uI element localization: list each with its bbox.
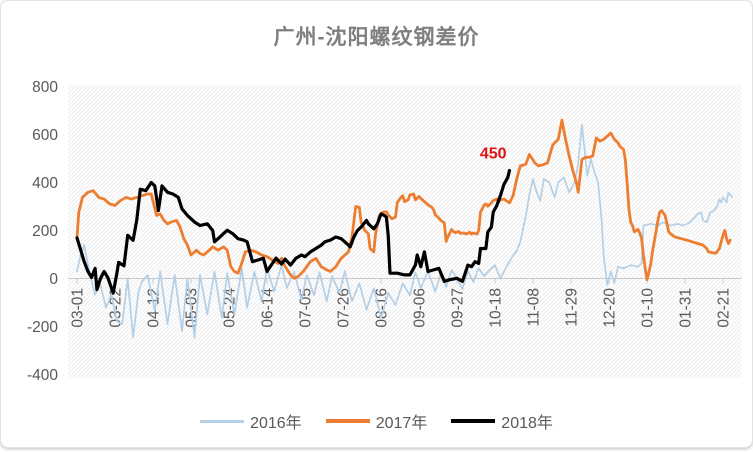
legend-label-2017: 2017年 [375, 415, 428, 432]
y-axis-tick-label: 600 [32, 127, 58, 144]
x-axis-tick-label: 10-18 [487, 288, 504, 328]
chart-legend: 2016年 2017年 2018年 [1, 409, 752, 433]
legend-swatch-2018-line [451, 419, 496, 423]
plot-area-hatch [68, 85, 742, 378]
x-axis-tick-label: 11-29 [563, 288, 580, 327]
legend-label-2016: 2016年 [250, 415, 302, 432]
legend-item-2016: 2016年 [200, 409, 302, 433]
x-axis-tick-label: 12-20 [601, 288, 618, 328]
x-axis-tick-label: 02-21 [715, 288, 732, 328]
annotation-450: 450 [480, 146, 507, 163]
y-axis-tick-label: -200 [27, 319, 58, 336]
legend-swatch-2017-line [325, 419, 370, 423]
legend-item-2017: 2017年 [325, 409, 428, 433]
x-axis-tick-label: 09-27 [449, 288, 466, 328]
series-line-2017年 [75, 118, 732, 282]
y-axis-tick-label: 0 [49, 271, 58, 288]
legend-swatch-2016-line [200, 419, 245, 423]
y-axis-tick-label: -400 [27, 367, 58, 384]
x-axis-tick-label: 01-10 [639, 288, 656, 328]
x-axis-tick-label: 05-24 [221, 288, 238, 328]
x-axis-tick-label: 07-26 [335, 288, 352, 328]
x-axis-tick-label: 01-31 [677, 288, 694, 328]
x-axis-tick-label: 09-06 [411, 288, 428, 328]
x-axis-tick-label: 11-08 [525, 288, 542, 327]
x-axis-tick-label: 06-14 [259, 288, 276, 328]
legend-label-2018: 2018年 [501, 415, 553, 432]
series-line-2018年 [75, 168, 512, 295]
y-axis-labels: 800 600 400 200 0 -200 -400 [27, 79, 58, 384]
chart-title: 广州-沈阳螺纹钢差价 [273, 26, 480, 49]
x-axis-tick-label: 03-01 [70, 288, 87, 328]
y-axis-tick-label: 200 [32, 223, 58, 240]
legend-item-2018: 2018年 [451, 409, 553, 433]
y-axis-tick-label: 400 [32, 175, 58, 192]
y-axis-tick-label: 800 [32, 79, 58, 96]
